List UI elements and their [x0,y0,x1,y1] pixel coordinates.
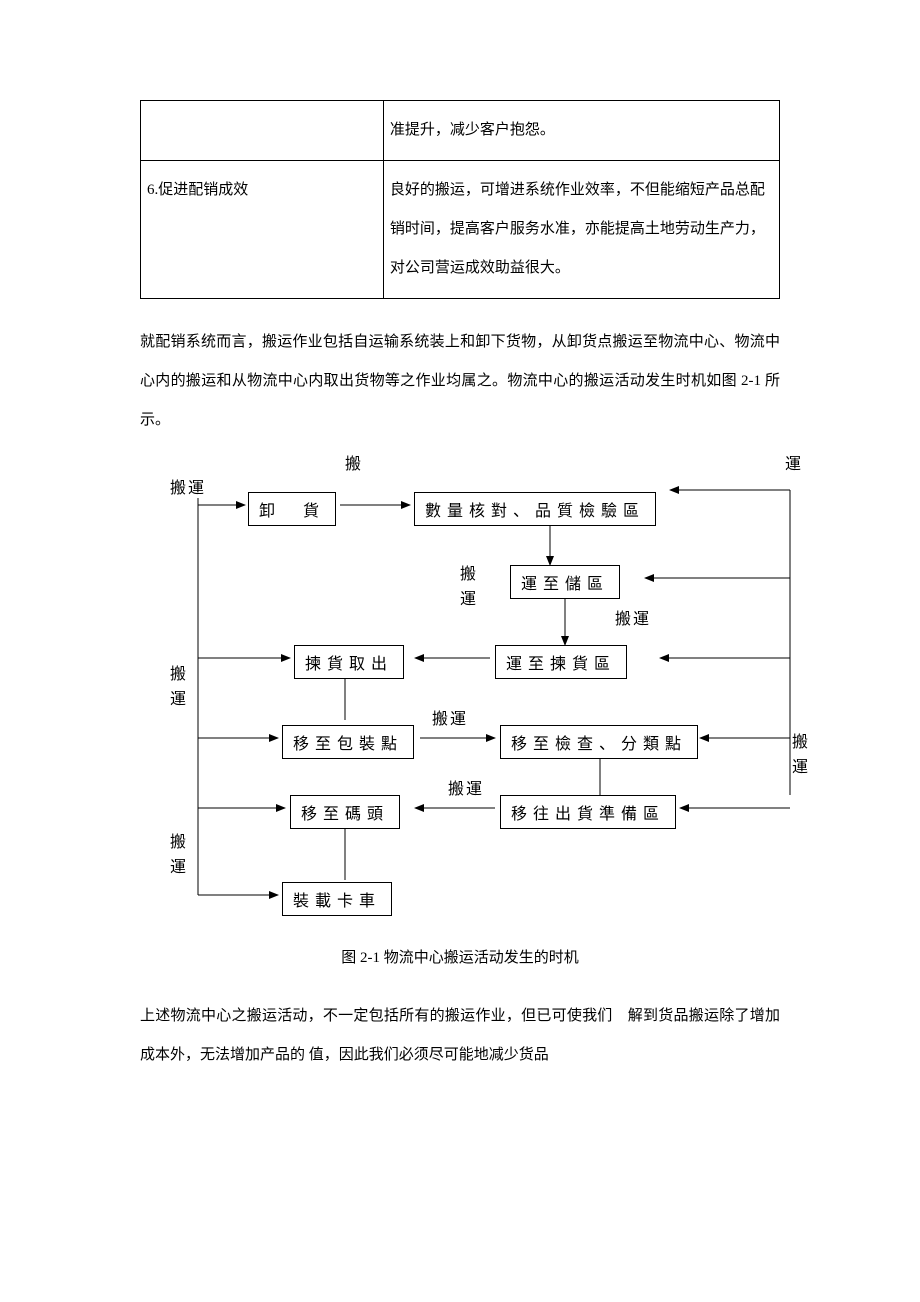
flow-node-pickout: 揀貨取出 [294,645,404,679]
flow-node-pack: 移至包裝點 [282,725,414,759]
paragraph: 就配销系统而言，搬运作业包括自运输系统装上和卸下货物，从卸货点搬运至物流中心、物… [140,323,780,440]
flow-label: 搬 [792,728,810,752]
flow-node-truck: 裝載卡車 [282,882,392,916]
flow-node-prep: 移往出貨準備區 [500,795,676,829]
document-page: 准提升，减少客户抱怨。 6.促进配销成效 良好的搬运，可增进系统作业效率，不但能… [0,0,920,1145]
flow-node-pickarea: 運至揀貨區 [495,645,627,679]
table-row: 准提升，减少客户抱怨。 [141,101,780,161]
flow-node-inspect: 移至檢查、分類點 [500,725,698,759]
flow-label: 搬 [170,660,188,684]
paragraph: 上述物流中心之搬运活动，不一定包括所有的搬运作业，但已可使我们 解到货品搬运除了… [140,997,780,1075]
benefits-table: 准提升，减少客户抱怨。 6.促进配销成效 良好的搬运，可增进系统作业效率，不但能… [140,100,780,299]
flow-label: 搬 [170,828,188,852]
flow-label: 運 [792,753,810,777]
flow-label: 搬運 [170,474,206,498]
flow-label: 運 [170,685,188,709]
table-cell: 准提升，减少客户抱怨。 [383,101,779,161]
table-row: 6.促进配销成效 良好的搬运，可增进系统作业效率，不但能缩短产品总配销时间，提高… [141,161,780,299]
table-cell [141,101,384,161]
flow-node-dock: 移至碼頭 [290,795,400,829]
flow-label: 搬運 [448,775,484,799]
flow-node-storage: 運至儲區 [510,565,620,599]
flow-label: 運 [460,585,478,609]
flow-label: 運 [170,853,188,877]
flow-label: 運 [785,450,803,474]
flow-node-qtyqc: 數量核對、品質檢驗區 [414,492,656,526]
flow-label: 搬 [345,450,363,474]
flow-node-unload: 卸 貨 [248,492,336,526]
table-cell: 良好的搬运，可增进系统作业效率，不但能缩短产品总配销时间，提高客户服务水准，亦能… [383,161,779,299]
table-cell: 6.促进配销成效 [141,161,384,299]
flow-label: 搬 [460,560,478,584]
flowchart-diagram: 搬 運 搬運 卸 貨 數量核對、品質檢驗區 搬 運 運至儲區 搬運 揀貨取出 運… [170,450,810,930]
figure-caption: 图 2-1 物流中心搬运活动发生的时机 [140,946,780,967]
flow-label: 搬運 [615,605,651,629]
flow-label: 搬運 [432,705,468,729]
